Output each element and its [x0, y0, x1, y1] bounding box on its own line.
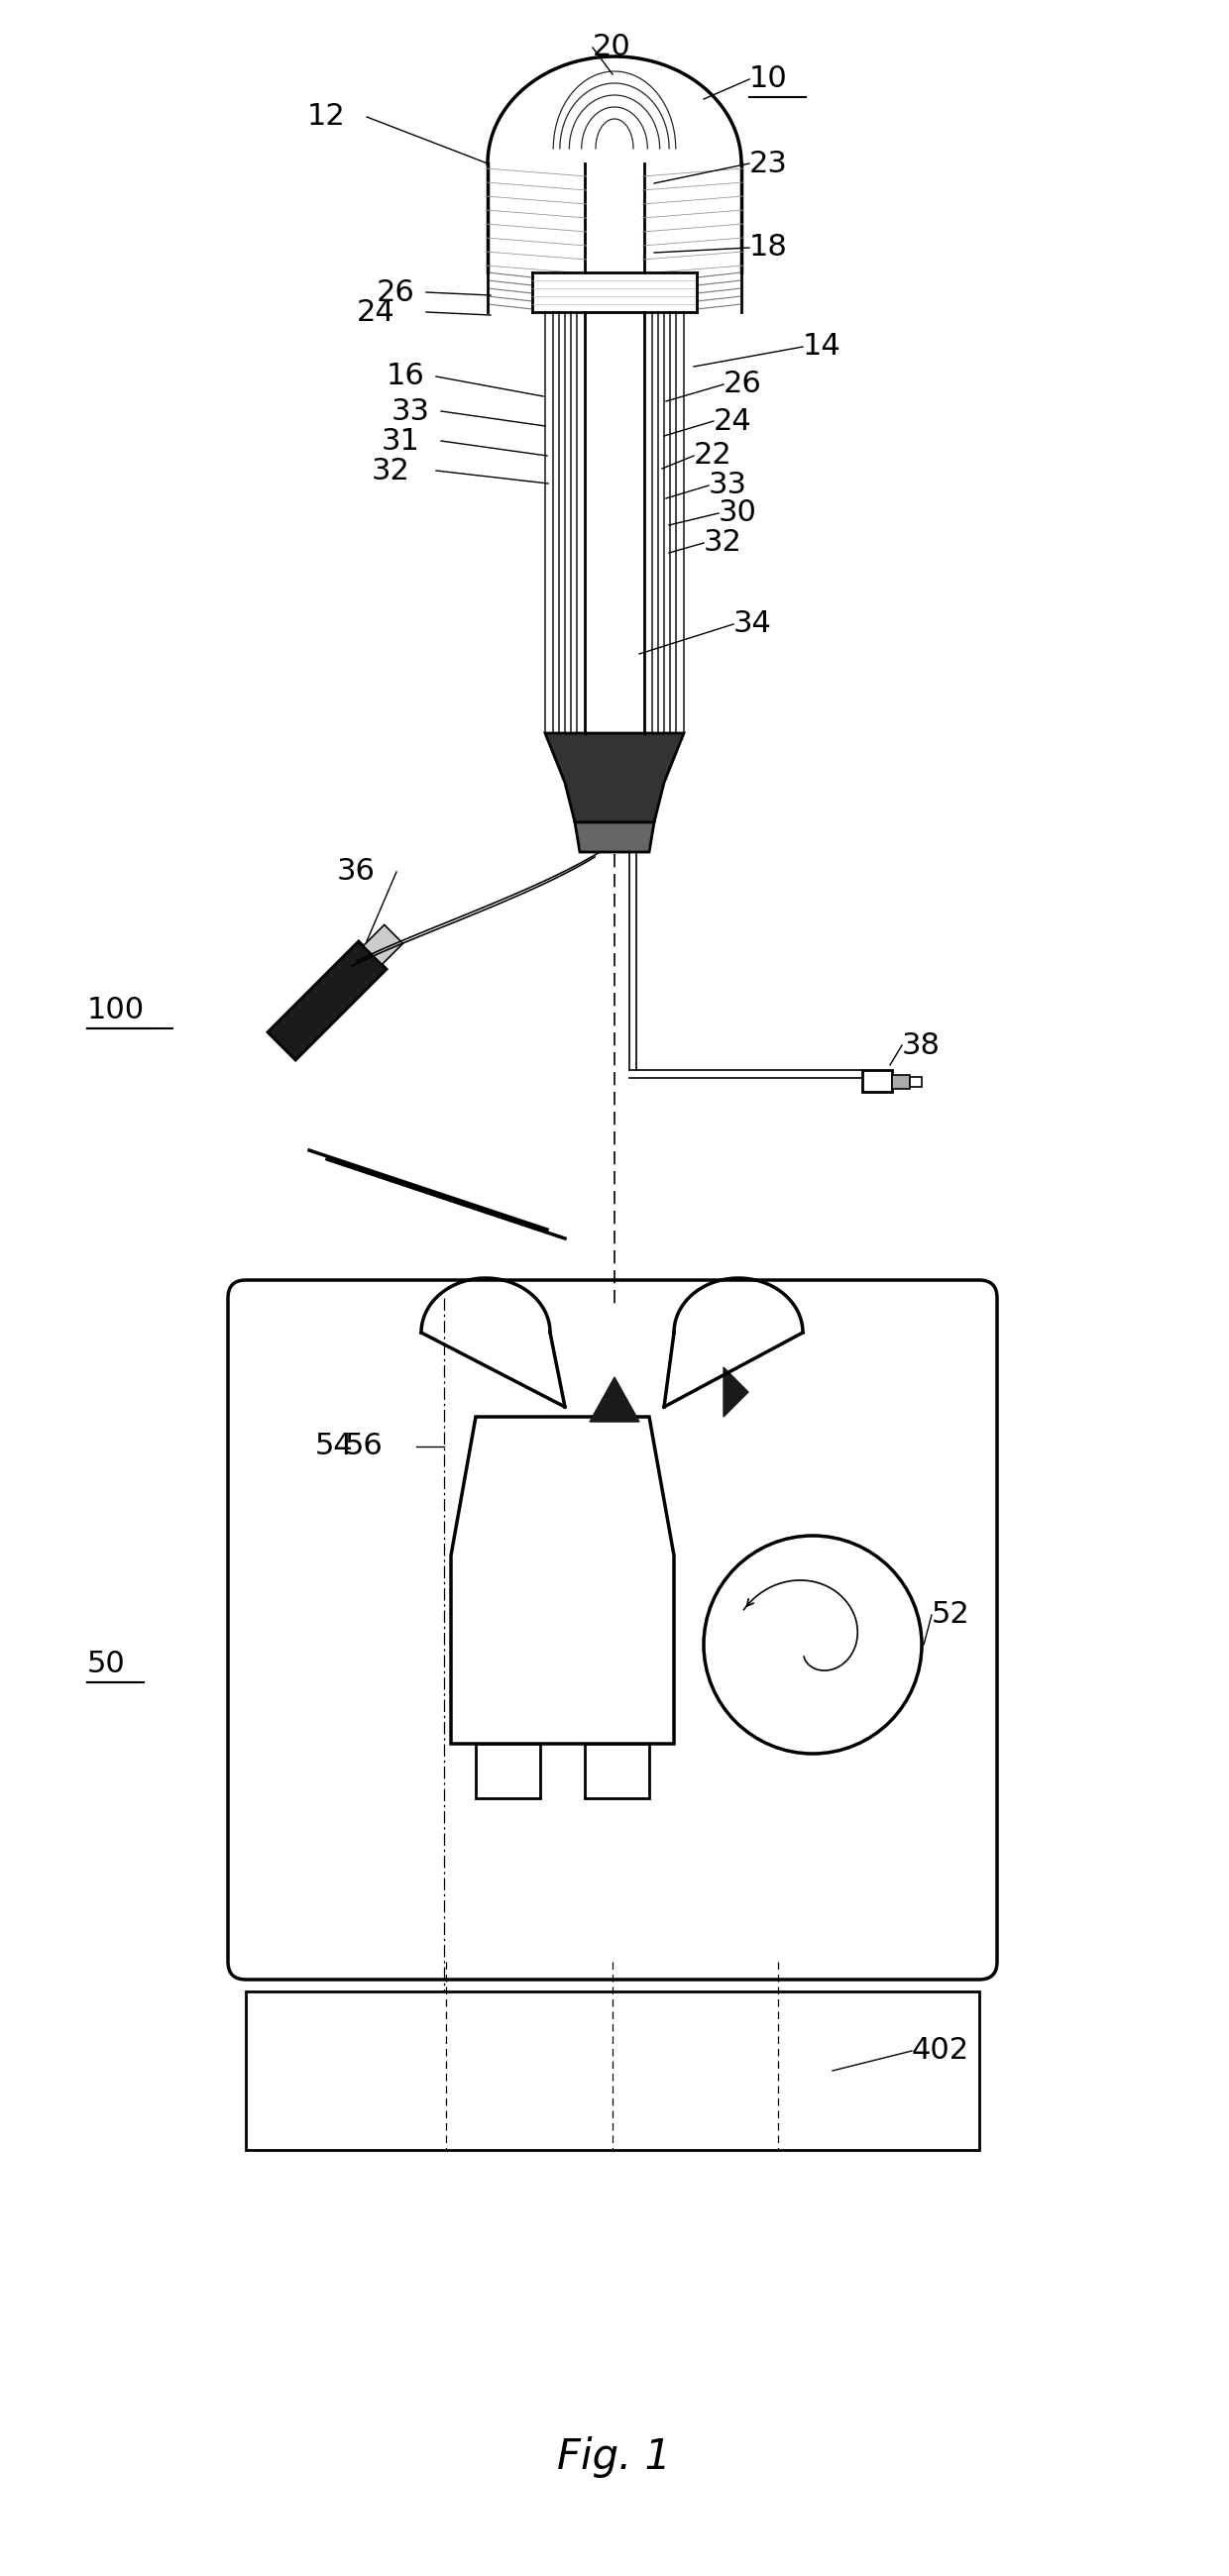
- Text: 16: 16: [387, 363, 425, 392]
- Text: 52: 52: [932, 1600, 970, 1631]
- Text: 31: 31: [381, 428, 420, 456]
- Text: 33: 33: [392, 397, 430, 425]
- Text: 54: 54: [315, 1432, 354, 1461]
- Text: 23: 23: [750, 149, 788, 178]
- Text: 50: 50: [87, 1651, 125, 1680]
- Bar: [246, 1991, 980, 2151]
- Bar: [585, 1744, 649, 1798]
- Text: 32: 32: [704, 528, 742, 556]
- Polygon shape: [364, 925, 403, 963]
- Text: 38: 38: [902, 1030, 940, 1059]
- Text: 30: 30: [719, 500, 757, 528]
- Text: 20: 20: [592, 33, 632, 62]
- Text: 12: 12: [307, 103, 345, 131]
- Text: 26: 26: [376, 278, 415, 307]
- Text: 33: 33: [709, 471, 747, 500]
- Text: 56: 56: [345, 1432, 383, 1461]
- Polygon shape: [268, 940, 387, 1061]
- Polygon shape: [451, 1417, 673, 1744]
- Text: 402: 402: [912, 2038, 970, 2066]
- Polygon shape: [590, 1378, 639, 1422]
- Text: 26: 26: [724, 371, 762, 399]
- Text: 18: 18: [750, 234, 788, 263]
- Bar: [909, 1077, 922, 1087]
- Text: 32: 32: [371, 456, 410, 484]
- Text: 36: 36: [337, 858, 376, 886]
- Text: 22: 22: [694, 440, 732, 469]
- Text: 14: 14: [803, 332, 841, 361]
- Polygon shape: [575, 822, 654, 853]
- Text: 24: 24: [714, 407, 752, 435]
- Bar: [863, 1069, 892, 1092]
- Polygon shape: [724, 1368, 748, 1417]
- Text: 10: 10: [750, 64, 788, 93]
- Text: Fig. 1: Fig. 1: [558, 2437, 671, 2478]
- FancyBboxPatch shape: [227, 1280, 997, 1978]
- Text: 34: 34: [734, 611, 772, 639]
- Text: 100: 100: [87, 997, 145, 1025]
- Polygon shape: [268, 1515, 387, 1636]
- Polygon shape: [546, 734, 683, 822]
- Bar: [892, 1074, 909, 1090]
- Text: 24: 24: [356, 299, 396, 327]
- Bar: [476, 1744, 541, 1798]
